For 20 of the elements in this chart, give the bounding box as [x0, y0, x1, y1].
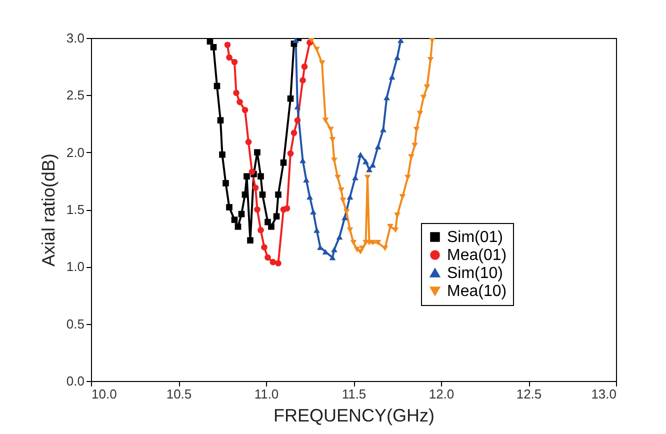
- x-tick-label: 11.5: [342, 386, 366, 402]
- legend-label: Sim(01): [447, 229, 504, 246]
- y-axis-title: Axial ratio(dB): [38, 153, 58, 267]
- x-tick-label: 12.0: [428, 386, 454, 402]
- y-tick-label: 2.0: [66, 144, 84, 160]
- y-tick-label: 2.5: [66, 88, 84, 103]
- x-tick-label: 13.0: [591, 386, 616, 402]
- legend-label: Mea(10): [447, 283, 507, 300]
- x-axis-title: FREQUENCY(GHz): [274, 406, 434, 426]
- y-tick-label: 0.5: [66, 316, 84, 332]
- y-tick-label: 0.0: [66, 374, 84, 388]
- x-tick-label: 11.0: [254, 386, 279, 402]
- legend-label: Mea(01): [447, 247, 507, 264]
- x-tick-label: 10.0: [92, 386, 117, 402]
- y-tick-label: 1.0: [66, 259, 84, 274]
- x-tick-label: 12.5: [516, 386, 542, 402]
- x-tick-label: 10.5: [166, 386, 192, 402]
- y-tick-label: 1.5: [66, 202, 84, 217]
- y-tick-label: 3.0: [66, 30, 84, 46]
- legend-label: Sim(10): [447, 265, 504, 282]
